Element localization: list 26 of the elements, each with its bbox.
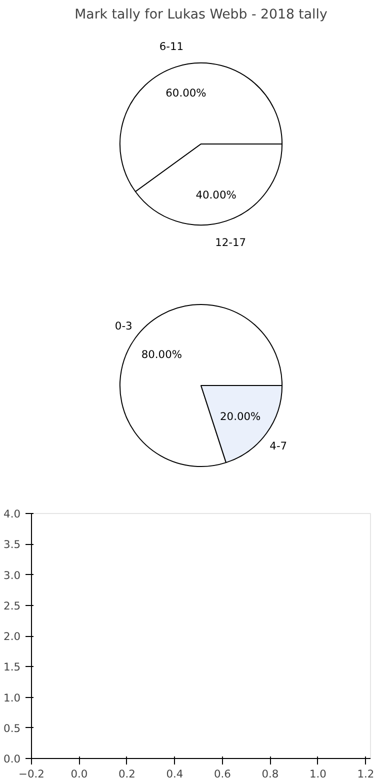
y-tick-label: 2.0 bbox=[4, 630, 21, 643]
data-label: 40.00% bbox=[196, 188, 236, 202]
x-tick-label: −0.2 bbox=[18, 768, 44, 780]
x-tick-label: 0.2 bbox=[118, 768, 136, 780]
x-tick-label: 1.0 bbox=[310, 768, 327, 780]
y-tick-label: 1.5 bbox=[4, 660, 21, 674]
x-tick-label: 0.6 bbox=[214, 768, 232, 780]
slice-label: 6-11 bbox=[159, 40, 184, 53]
data-label: 20.00% bbox=[220, 410, 261, 424]
x-tick-label: 1.2 bbox=[357, 768, 374, 780]
y-tick-label: 1.0 bbox=[4, 691, 21, 704]
x-tick-label: 0.0 bbox=[70, 768, 88, 780]
y-tick-label: 0.0 bbox=[4, 752, 21, 766]
data-label: 80.00% bbox=[141, 348, 182, 361]
y-tick-label: 3.0 bbox=[4, 568, 21, 582]
slice-label: 0-3 bbox=[114, 320, 132, 333]
y-tick-label: 2.5 bbox=[4, 599, 21, 612]
data-label: 60.00% bbox=[166, 86, 206, 100]
slice-label: 4-7 bbox=[270, 439, 288, 452]
x-tick-label: 0.8 bbox=[262, 768, 279, 780]
y-tick-label: 0.5 bbox=[4, 722, 21, 735]
slice-label: 12-17 bbox=[215, 236, 246, 250]
x-tick-label: 0.4 bbox=[166, 768, 184, 780]
y-tick-label: 3.5 bbox=[4, 538, 21, 552]
chart-title: Mark tally for Lukas Webb - 2018 tally bbox=[74, 8, 328, 22]
y-tick-label: 4.0 bbox=[4, 508, 21, 520]
